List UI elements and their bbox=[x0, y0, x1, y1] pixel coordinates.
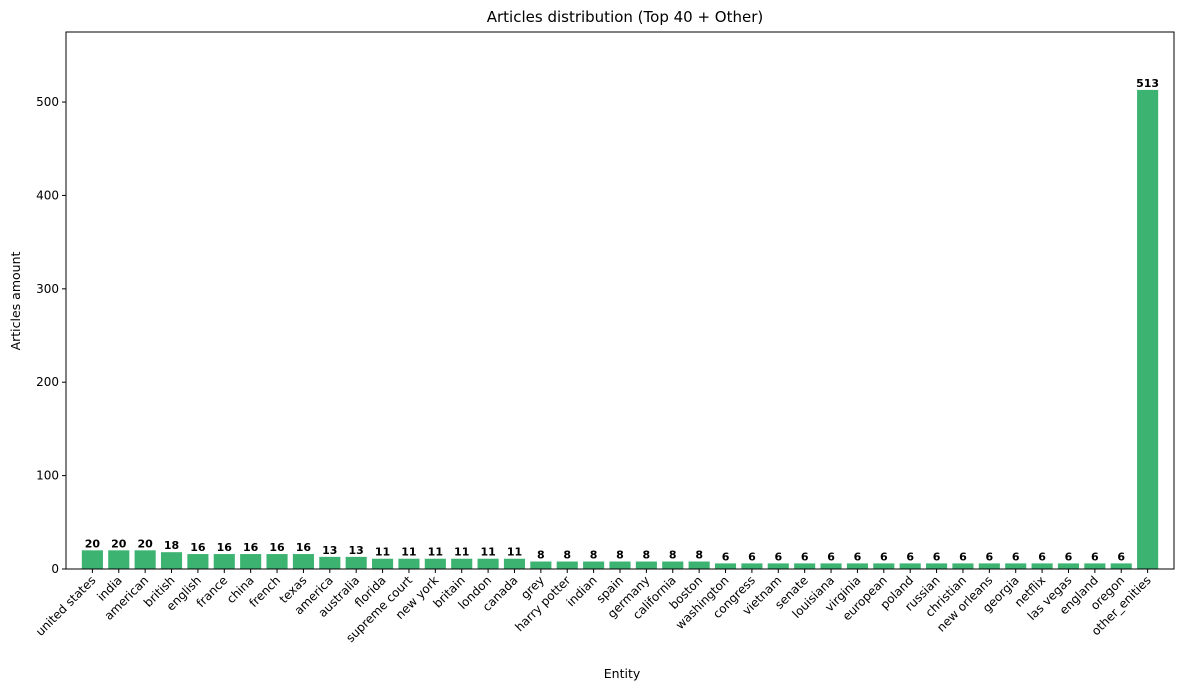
bar-value-label: 13 bbox=[349, 544, 364, 557]
bar bbox=[292, 554, 314, 569]
y-tick-label: 100 bbox=[36, 469, 59, 483]
bar bbox=[187, 554, 209, 569]
bar-value-label: 11 bbox=[507, 546, 522, 559]
bar-value-label: 16 bbox=[190, 541, 206, 554]
bar bbox=[926, 563, 948, 569]
bar bbox=[372, 558, 394, 569]
bar-value-label: 20 bbox=[85, 537, 101, 550]
bar-value-label: 13 bbox=[322, 544, 337, 557]
bar bbox=[714, 563, 737, 569]
bar-value-label: 6 bbox=[959, 550, 967, 563]
bar-value-label: 8 bbox=[616, 549, 624, 562]
bar bbox=[81, 550, 103, 569]
bar bbox=[846, 563, 868, 569]
bar-value-label: 6 bbox=[1038, 550, 1046, 563]
bar-value-label: 6 bbox=[933, 550, 941, 563]
bar bbox=[635, 561, 657, 569]
x-axis-label: Entity bbox=[604, 666, 641, 681]
bar-value-label: 6 bbox=[748, 550, 756, 563]
bar-value-label: 16 bbox=[296, 541, 312, 554]
plot-frame bbox=[65, 31, 1175, 570]
y-tick-label: 500 bbox=[36, 95, 59, 109]
bar bbox=[503, 558, 526, 569]
bar bbox=[556, 561, 578, 569]
bar-value-label: 6 bbox=[854, 550, 862, 563]
bar bbox=[1137, 89, 1159, 569]
bar-value-label: 8 bbox=[669, 549, 677, 562]
bar-value-label: 18 bbox=[164, 539, 179, 552]
bar bbox=[741, 563, 763, 569]
bar-value-label: 11 bbox=[454, 546, 469, 559]
bar bbox=[240, 554, 262, 569]
bar bbox=[266, 554, 288, 569]
bar-value-label: 8 bbox=[537, 549, 545, 562]
y-axis-label: Articles amount bbox=[8, 251, 23, 350]
bar-value-label: 11 bbox=[480, 546, 495, 559]
bar-value-label: 11 bbox=[401, 546, 416, 559]
bar-value-label: 8 bbox=[643, 549, 651, 562]
x-axis: united statesindiaamericanbritishenglish… bbox=[33, 569, 1154, 645]
bar bbox=[398, 558, 420, 569]
bar-value-label: 11 bbox=[375, 546, 390, 559]
bar-value-label: 8 bbox=[563, 549, 571, 562]
bar-value-label: 6 bbox=[986, 550, 994, 563]
bar bbox=[477, 558, 499, 569]
bar bbox=[213, 554, 235, 569]
bar bbox=[794, 563, 816, 569]
bar-value-label: 513 bbox=[1136, 77, 1159, 90]
y-tick-label: 300 bbox=[36, 282, 59, 296]
bar-value-label: 16 bbox=[243, 541, 259, 554]
bar bbox=[1031, 563, 1053, 569]
y-tick-label: 0 bbox=[51, 562, 59, 576]
bar-value-label: 20 bbox=[111, 537, 127, 550]
bar bbox=[451, 558, 473, 569]
bar bbox=[688, 561, 710, 569]
bar-value-label: 6 bbox=[880, 550, 888, 563]
bar-value-label: 8 bbox=[590, 549, 598, 562]
bar bbox=[767, 563, 789, 569]
bar-value-label: 6 bbox=[827, 550, 835, 563]
bar-value-label: 6 bbox=[774, 550, 782, 563]
bar bbox=[345, 556, 367, 569]
bar bbox=[134, 550, 156, 569]
bar bbox=[662, 561, 684, 569]
y-axis: 0 100 200 300 400 500 bbox=[36, 95, 66, 576]
x-tick-label: indian bbox=[564, 573, 600, 609]
bar bbox=[1057, 563, 1080, 569]
bar-value-label: 6 bbox=[1065, 550, 1073, 563]
bar-value-label: 6 bbox=[801, 550, 809, 563]
bar-value-label: 11 bbox=[428, 546, 443, 559]
bar bbox=[583, 561, 605, 569]
y-tick-label: 200 bbox=[36, 375, 59, 389]
bar-value-label: 6 bbox=[1012, 550, 1020, 563]
bar bbox=[978, 563, 1000, 569]
chart-title: Articles distribution (Top 40 + Other) bbox=[487, 8, 764, 26]
bar-value-label: 6 bbox=[722, 550, 730, 563]
bar bbox=[899, 563, 921, 569]
bar-value-label: 16 bbox=[217, 541, 233, 554]
bar bbox=[1084, 563, 1106, 569]
bar-value-label: 6 bbox=[1091, 550, 1099, 563]
data-labels-group: 20 20 20 18 16 16 16 16 16 13 13 11 11 11 11 11 11 8 8 8 8 8 8… bbox=[85, 77, 1159, 563]
x-tick-label: united states bbox=[33, 573, 99, 639]
bar bbox=[609, 561, 631, 569]
bar bbox=[530, 561, 552, 569]
bar bbox=[424, 558, 446, 569]
bar-value-label: 8 bbox=[695, 549, 703, 562]
bar-value-label: 6 bbox=[1117, 550, 1125, 563]
bar bbox=[1110, 563, 1132, 569]
bar-value-label: 6 bbox=[906, 550, 914, 563]
bar bbox=[319, 556, 341, 569]
bar bbox=[108, 550, 130, 569]
bar bbox=[820, 563, 842, 569]
bars-group bbox=[81, 89, 1159, 569]
bar-value-label: 16 bbox=[269, 541, 285, 554]
bar bbox=[160, 552, 183, 569]
y-tick-label: 400 bbox=[36, 188, 59, 202]
bar bbox=[873, 563, 895, 569]
bar bbox=[1005, 563, 1027, 569]
bar-value-label: 20 bbox=[137, 537, 153, 550]
bar bbox=[952, 563, 974, 569]
